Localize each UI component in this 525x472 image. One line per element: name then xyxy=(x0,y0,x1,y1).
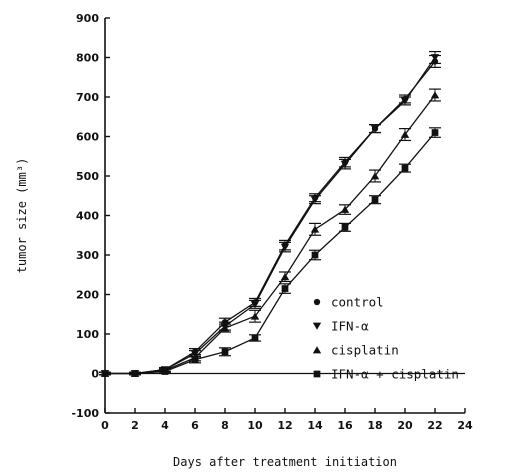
point-square xyxy=(221,348,229,356)
x-tick-label: 12 xyxy=(277,419,292,432)
y-tick-label: 900 xyxy=(76,12,99,25)
point-triangle-down xyxy=(400,97,410,105)
point-triangle-down xyxy=(312,322,322,330)
legend: control IFN-α cisplatin IFN-α + cisplatin xyxy=(312,295,459,382)
point-triangle-up xyxy=(280,272,290,281)
point-square xyxy=(281,285,289,292)
x-tick-label: 0 xyxy=(101,419,109,432)
legend-item: cisplatin xyxy=(312,343,399,358)
point-square xyxy=(251,334,259,342)
y-tick-label: 800 xyxy=(76,52,99,65)
y-tick-label: -100 xyxy=(71,407,99,420)
series-triangle-up xyxy=(99,88,441,377)
series-line xyxy=(105,132,436,375)
point-square xyxy=(311,251,319,259)
point-circle xyxy=(313,298,321,306)
point-square xyxy=(401,164,409,172)
point-square xyxy=(431,129,439,136)
x-tick-label: 16 xyxy=(337,419,353,432)
point-triangle-down xyxy=(370,125,380,133)
axes xyxy=(104,18,465,414)
point-triangle-up xyxy=(220,324,230,332)
point-triangle-up xyxy=(312,346,322,354)
x-tick-label: 20 xyxy=(397,419,413,432)
legend-label: cisplatin xyxy=(331,343,399,358)
point-triangle-up xyxy=(340,205,350,213)
point-triangle-up xyxy=(370,172,380,180)
legend-label: IFN-α + cisplatin xyxy=(331,367,459,382)
y-axis-label: tumor size (mm³) xyxy=(15,158,29,274)
legend-item: IFN-α xyxy=(312,319,369,334)
series-square xyxy=(99,127,441,377)
y-tick-label: 600 xyxy=(76,131,99,144)
point-square xyxy=(191,356,199,364)
point-triangle-up xyxy=(430,91,440,99)
series-group xyxy=(99,50,441,378)
legend-label: IFN-α xyxy=(331,319,369,334)
x-tick-label: 2 xyxy=(131,419,139,432)
point-square xyxy=(341,223,349,231)
point-square xyxy=(131,370,139,377)
x-tick-label: 8 xyxy=(221,419,229,432)
y-tick-label: 500 xyxy=(76,170,99,183)
y-tick-label: 700 xyxy=(76,91,99,104)
point-square xyxy=(161,368,169,375)
y-tick-label: 400 xyxy=(76,210,99,223)
y-tick-label: 300 xyxy=(76,249,99,262)
y-tick-label: 0 xyxy=(91,368,99,381)
point-triangle-down xyxy=(310,196,320,204)
series-line xyxy=(105,61,436,375)
point-triangle-down xyxy=(250,301,260,309)
point-triangle-up xyxy=(400,130,410,138)
x-tick-label: 14 xyxy=(307,419,323,432)
point-triangle-up xyxy=(310,225,320,233)
point-triangle-down xyxy=(280,243,290,251)
series-line xyxy=(105,57,436,375)
point-triangle-down xyxy=(340,160,350,168)
legend-label: control xyxy=(331,295,384,310)
x-tick-label: 18 xyxy=(367,419,382,432)
point-triangle-up xyxy=(250,312,260,320)
point-triangle-down xyxy=(430,54,440,62)
x-tick-label: 22 xyxy=(427,419,442,432)
x-tick-label: 24 xyxy=(457,419,473,432)
point-square xyxy=(313,370,321,378)
legend-item: IFN-α + cisplatin xyxy=(313,367,459,382)
series-circle xyxy=(99,54,441,377)
x-tick-label: 10 xyxy=(247,419,263,432)
point-square xyxy=(101,370,109,377)
y-tick-label: 200 xyxy=(76,289,99,302)
point-square xyxy=(371,196,379,204)
y-tick-label: 100 xyxy=(76,328,99,341)
x-axis-label: Days after treatment initiation xyxy=(173,455,397,469)
series-line xyxy=(105,94,436,375)
x-tick-label: 4 xyxy=(161,419,169,432)
legend-item: control xyxy=(313,295,384,310)
x-tick-label: 6 xyxy=(191,419,199,432)
series-triangle-down xyxy=(99,50,441,378)
